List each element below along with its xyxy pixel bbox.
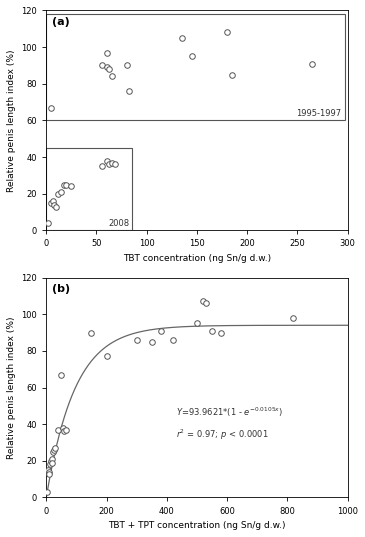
Point [44, 488, 50, 496]
Point [53, 444, 58, 452]
Text: 1995-1997: 1995-1997 [296, 108, 342, 118]
Point [99, 61, 104, 70]
Point [203, 299, 209, 308]
Point [48, 456, 54, 465]
Point [50, 197, 56, 205]
Point [109, 158, 115, 167]
Point [189, 52, 195, 61]
X-axis label: TBT concentration (ng Sn/g d.w.): TBT concentration (ng Sn/g d.w.) [123, 254, 271, 263]
Point [51, 446, 57, 454]
Point [105, 65, 111, 74]
Point [229, 70, 235, 79]
Point [45, 219, 51, 227]
Point [291, 314, 296, 322]
Point [104, 48, 110, 57]
Text: (b): (b) [52, 284, 70, 294]
Text: $Y$=93.9621*(1 - $e^{-0.0105x}$): $Y$=93.9621*(1 - $e^{-0.0105x}$) [176, 405, 283, 419]
Point [49, 103, 54, 112]
Point [89, 328, 95, 337]
Point [47, 460, 53, 469]
Point [49, 459, 55, 467]
Point [112, 160, 118, 169]
Bar [46, 148, 132, 230]
Point [49, 455, 55, 463]
Point [55, 190, 61, 198]
Point [134, 336, 139, 344]
Point [49, 199, 54, 207]
Point [60, 424, 66, 432]
Point [224, 28, 230, 37]
Point [109, 72, 115, 81]
Point [46, 469, 52, 478]
Point [170, 336, 176, 344]
Point [179, 34, 185, 42]
Point [124, 61, 130, 70]
Point [218, 328, 224, 337]
Point [45, 466, 51, 474]
Text: 2008: 2008 [108, 219, 130, 228]
Point [158, 326, 164, 335]
Point [53, 202, 59, 211]
Bar [46, 14, 345, 120]
Y-axis label: Relative penis length index (%): Relative penis length index (%) [7, 49, 16, 192]
Point [58, 371, 64, 379]
Point [126, 87, 131, 96]
Point [51, 200, 57, 209]
Point [104, 352, 110, 361]
Point [64, 180, 69, 189]
Point [104, 63, 110, 71]
Point [61, 427, 67, 436]
Point [63, 425, 69, 434]
Y-axis label: Relative penis length index (%): Relative penis length index (%) [7, 316, 16, 459]
Point [46, 468, 51, 476]
Point [104, 156, 110, 165]
Point [149, 337, 155, 346]
X-axis label: TBT + TPT concentration (ng Sn/g d.w.): TBT + TPT concentration (ng Sn/g d.w.) [108, 521, 286, 530]
Point [194, 319, 200, 328]
Point [61, 180, 67, 189]
Point [69, 182, 74, 191]
Point [105, 160, 111, 169]
Point [200, 297, 206, 306]
Point [55, 425, 61, 434]
Point [209, 326, 215, 335]
Point [58, 187, 64, 196]
Point [310, 59, 315, 68]
Point [50, 447, 56, 456]
Point [99, 162, 104, 171]
Text: $r^{2}$ = 0.97; $p$ < 0.0001: $r^{2}$ = 0.97; $p$ < 0.0001 [176, 427, 268, 442]
Text: (a): (a) [52, 17, 70, 27]
